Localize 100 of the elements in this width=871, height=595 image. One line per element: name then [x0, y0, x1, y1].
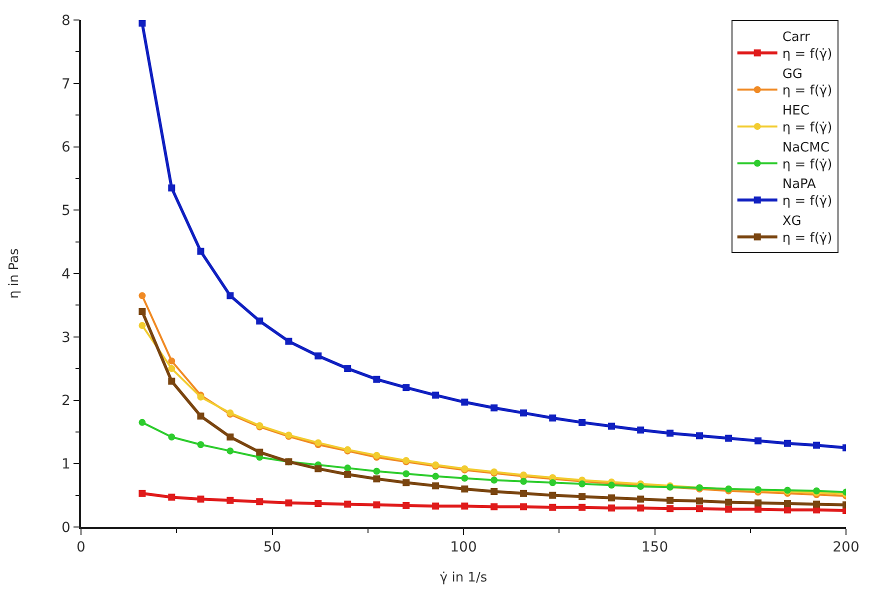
point	[344, 464, 352, 472]
point	[520, 490, 528, 497]
point	[578, 493, 586, 500]
point	[637, 504, 644, 512]
point	[197, 496, 204, 503]
y-tick-label: 5	[62, 203, 70, 220]
point	[138, 490, 146, 497]
point	[138, 308, 146, 316]
point	[754, 506, 762, 513]
y-tick-label: 0	[62, 520, 70, 536]
point	[696, 432, 703, 440]
point	[549, 479, 556, 486]
point	[314, 500, 322, 508]
point	[813, 500, 820, 508]
x-tick-label: 150	[641, 540, 668, 556]
legend-label: XG η = f(γ̇)	[782, 214, 832, 246]
point	[285, 338, 292, 345]
legend-label: NaCMC η = f(γ̇)	[782, 140, 832, 172]
point	[520, 503, 528, 510]
y-tick-label: 7	[62, 76, 70, 92]
point	[461, 502, 468, 510]
point	[666, 496, 674, 504]
point	[520, 409, 528, 416]
point	[402, 479, 410, 486]
point	[138, 418, 146, 426]
point	[168, 494, 176, 501]
point	[226, 496, 234, 504]
point	[520, 478, 528, 485]
point	[578, 504, 586, 511]
y-tick-label: 4	[62, 266, 71, 282]
point	[138, 20, 146, 27]
point	[402, 502, 410, 509]
point	[549, 492, 556, 499]
point	[402, 384, 410, 392]
point	[373, 501, 380, 508]
y-tick-label: 1	[62, 456, 70, 473]
legend-label: HEC η = f(γ̇)	[782, 104, 832, 136]
point	[432, 502, 440, 510]
point	[285, 499, 292, 506]
point	[197, 441, 204, 448]
point	[461, 474, 468, 482]
point	[314, 465, 322, 472]
point	[138, 292, 146, 300]
point	[725, 434, 732, 442]
point	[637, 426, 644, 434]
point	[784, 440, 791, 447]
point	[138, 322, 146, 329]
point	[490, 404, 498, 412]
point	[666, 430, 674, 437]
point	[344, 500, 352, 508]
point	[608, 504, 616, 512]
point	[578, 480, 586, 488]
point	[373, 468, 380, 475]
point	[490, 476, 498, 484]
y-tick-label: 6	[62, 140, 71, 156]
y-axis-title: η in Pas	[6, 248, 22, 299]
legend-label: GG η = f(γ̇)	[782, 66, 832, 99]
point	[256, 318, 264, 325]
point	[226, 447, 234, 454]
point	[666, 505, 674, 512]
y-tick-label: 8	[62, 12, 70, 29]
point	[461, 485, 468, 492]
x-tick-label: 0	[76, 540, 86, 556]
point	[168, 378, 176, 385]
point	[256, 448, 264, 456]
point	[490, 503, 498, 510]
point	[549, 414, 556, 422]
point	[314, 352, 322, 360]
legend-label: NaPA η = f(γ̇)	[782, 177, 832, 210]
point	[168, 184, 176, 192]
point	[197, 412, 204, 420]
y-tick-label: 3	[62, 330, 70, 346]
point	[168, 434, 176, 441]
point	[578, 418, 586, 426]
point	[344, 470, 352, 478]
point	[754, 499, 762, 506]
point	[226, 434, 234, 441]
point	[813, 442, 820, 449]
point	[549, 504, 556, 511]
point	[344, 365, 352, 372]
point	[725, 506, 732, 513]
point	[784, 506, 791, 514]
point	[608, 494, 616, 502]
point	[461, 398, 468, 406]
point	[402, 470, 410, 478]
x-tick-label: 100	[450, 540, 477, 556]
point	[168, 357, 176, 364]
point	[197, 248, 204, 255]
point	[256, 498, 264, 506]
point	[373, 376, 380, 383]
point	[373, 475, 380, 482]
point	[637, 496, 644, 503]
point	[696, 498, 703, 505]
y-tick-label: 2	[62, 393, 70, 410]
point	[754, 437, 762, 444]
point	[608, 422, 616, 430]
legend-label: Carr η = f(γ̇)	[782, 30, 832, 62]
point	[432, 392, 440, 399]
x-axis-title: γ̇ in 1/s	[440, 570, 488, 586]
point	[226, 292, 234, 300]
